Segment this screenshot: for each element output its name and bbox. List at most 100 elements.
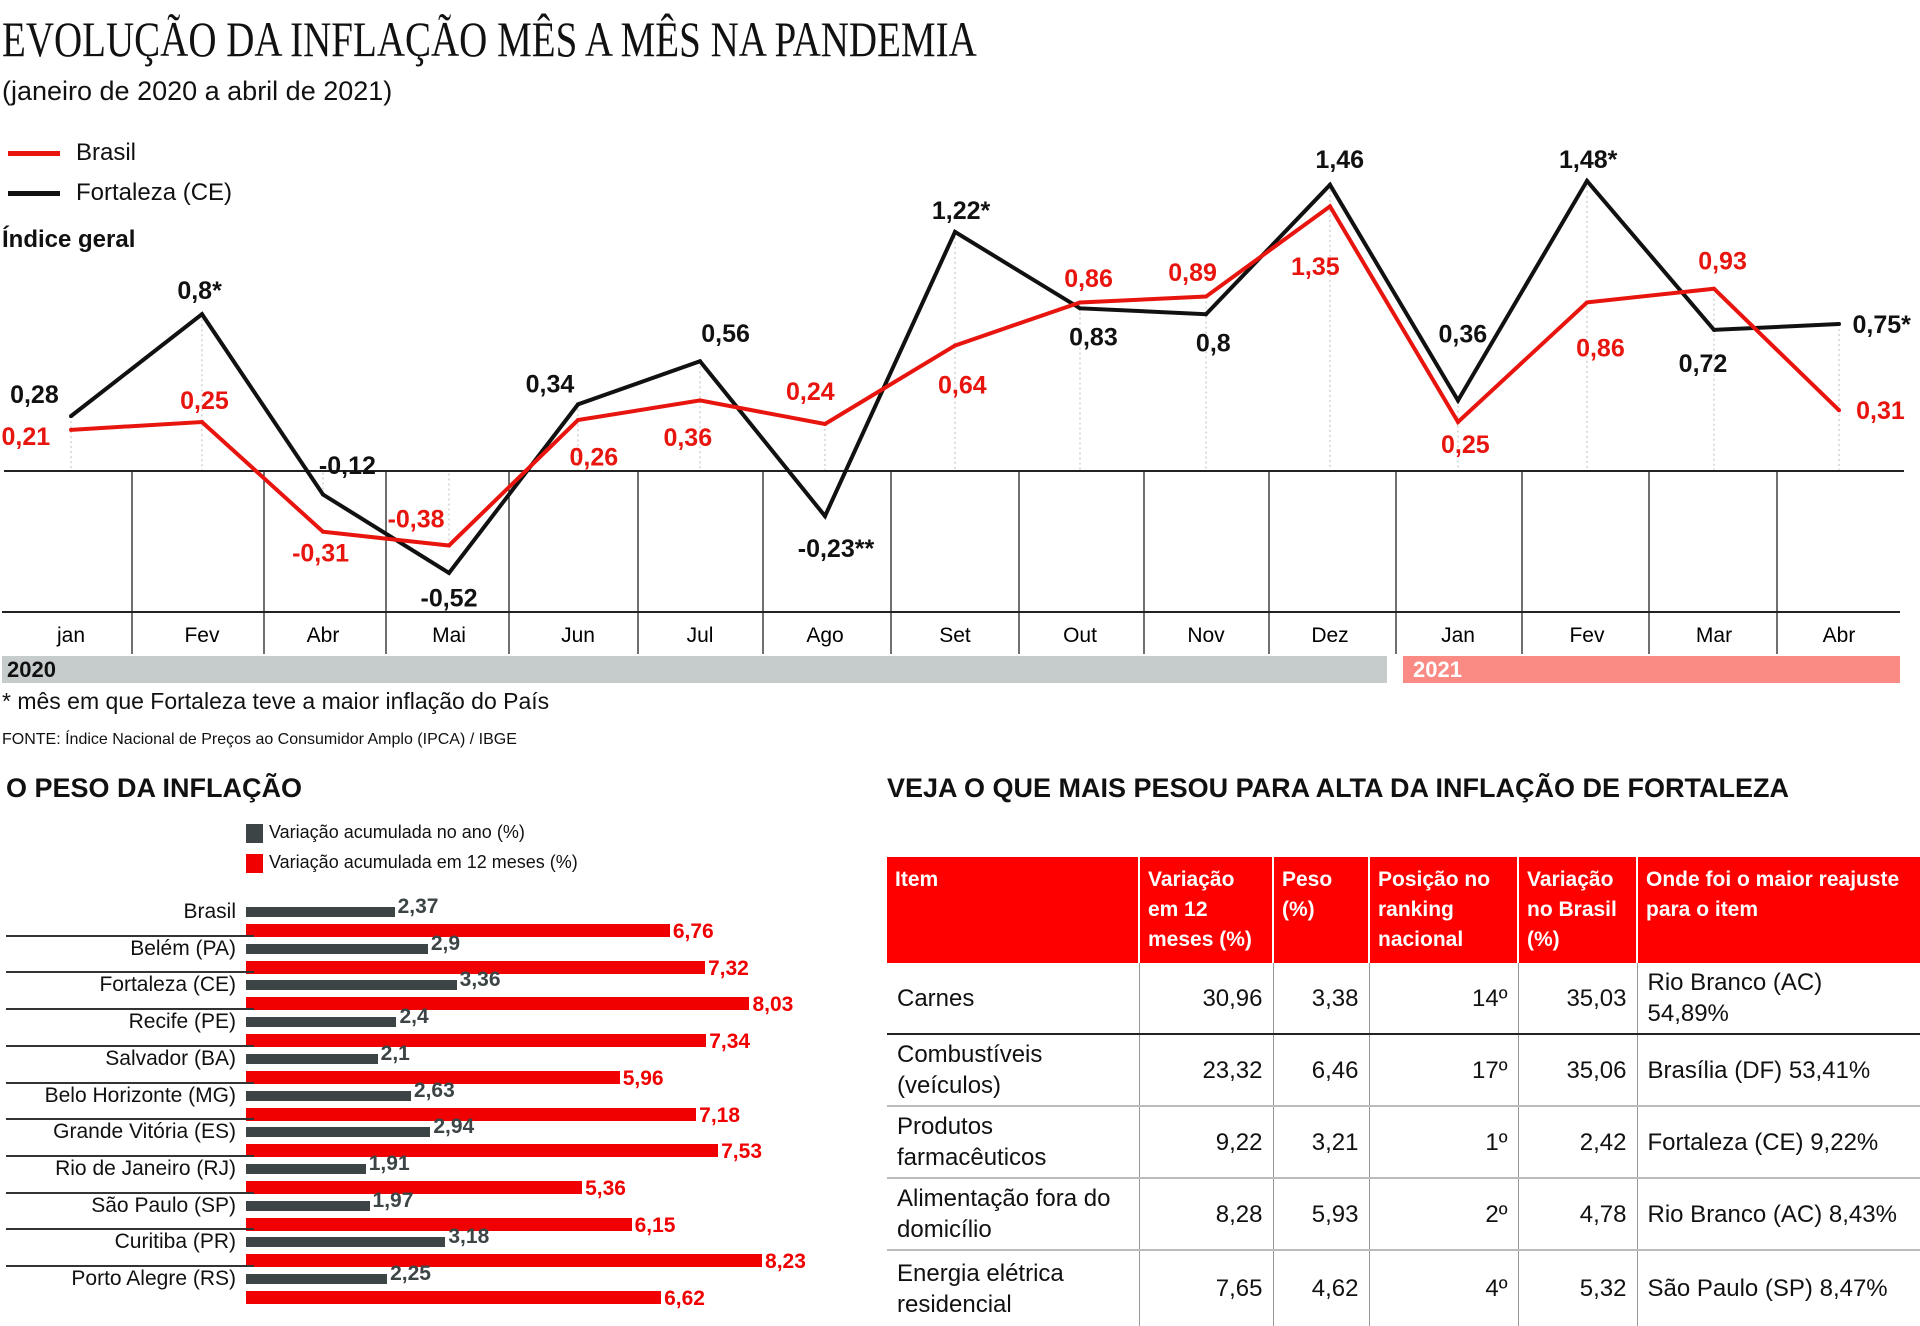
bar-year bbox=[246, 907, 395, 917]
table-cell: 4,78 bbox=[1517, 1177, 1637, 1250]
data-label: 0,25 bbox=[1441, 431, 1490, 459]
data-label: 0,83 bbox=[1069, 323, 1118, 351]
month-label: Abr bbox=[307, 624, 340, 647]
month-label: Jun bbox=[561, 624, 595, 647]
table-row: Alimentação fora do domicílio 8,28 5,93 2º 4… bbox=[887, 1177, 1920, 1250]
bar-legend-year: Variação acumulada no ano (%) bbox=[246, 822, 525, 843]
bar-year bbox=[246, 943, 428, 954]
bar-value: 2,9 bbox=[430, 931, 461, 955]
data-label: 0,75* bbox=[1853, 311, 1912, 339]
table-cell: 9,22 bbox=[1138, 1105, 1273, 1178]
table-cell: 35,03 bbox=[1517, 963, 1637, 1034]
table-cell: 30,96 bbox=[1138, 963, 1273, 1034]
data-point bbox=[69, 414, 73, 419]
bar-value: 6,62 bbox=[664, 1287, 705, 1310]
month-label: Jan bbox=[1441, 624, 1475, 647]
table-cell: 2º bbox=[1368, 1177, 1518, 1250]
row-separator bbox=[6, 1265, 254, 1267]
table-header: Item Variação em 12 meses (%) Peso (%) P… bbox=[887, 857, 1920, 963]
table-title: VEJA O QUE MAIS PESOU PARA ALTA DA INFLA… bbox=[887, 773, 1790, 803]
data-label: 1,22* bbox=[932, 197, 991, 225]
bar-value: 1,91 bbox=[368, 1151, 410, 1175]
table-cell: Combustíveis (veículos) bbox=[887, 1033, 1139, 1106]
city-label: Recife (PE) bbox=[128, 1010, 236, 1034]
data-label: 1,48* bbox=[1559, 146, 1618, 174]
bar-value: 7,53 bbox=[721, 1140, 762, 1164]
data-label: 0,31 bbox=[1856, 397, 1905, 425]
table-cell: 5,32 bbox=[1517, 1249, 1637, 1326]
table-cell: São Paulo (SP) 8,47% bbox=[1636, 1249, 1920, 1326]
city-label: Fortaleza (CE) bbox=[99, 973, 236, 997]
city-label: Brasil bbox=[183, 900, 236, 923]
data-point bbox=[447, 570, 451, 575]
source: FONTE: Índice Nacional de Preços ao Cons… bbox=[2, 731, 517, 748]
table-row: Carnes 30,96 3,38 14º 35,03 Rio Branco (AC) 5… bbox=[887, 963, 1920, 1034]
data-label: 1,35 bbox=[1291, 253, 1340, 281]
row-separator bbox=[6, 934, 254, 937]
bar-value: 3,36 bbox=[459, 968, 501, 992]
items-table: Item Variação em 12 meses (%) Peso (%) P… bbox=[887, 857, 1920, 1326]
data-label: 0,8 bbox=[1196, 329, 1231, 357]
bar-12-months bbox=[246, 1217, 632, 1231]
legend-fortaleza: Fortaleza (CE) bbox=[76, 179, 233, 206]
bar-12-months bbox=[246, 1034, 707, 1048]
row-separator bbox=[6, 1228, 254, 1231]
bar-12-months bbox=[246, 1254, 763, 1268]
data-point bbox=[1204, 312, 1208, 317]
col-posicao: Posição no ranking nacional bbox=[1368, 857, 1518, 963]
table-cell: 7,65 bbox=[1138, 1249, 1273, 1326]
data-point bbox=[823, 514, 827, 519]
city-label: Salvador (BA) bbox=[105, 1046, 236, 1070]
bar-value: 2,1 bbox=[380, 1041, 410, 1065]
table-cell: 14º bbox=[1368, 963, 1518, 1034]
row-separator bbox=[6, 1154, 254, 1157]
data-label: -0,38 bbox=[388, 506, 445, 534]
table-cell: 6,46 bbox=[1272, 1033, 1369, 1106]
table-cell: Energia elétrica residencial bbox=[887, 1249, 1139, 1326]
bar-value: 2,4 bbox=[399, 1005, 429, 1029]
row-separator bbox=[6, 1081, 254, 1084]
bar-12-months bbox=[246, 1107, 697, 1121]
row-separator bbox=[6, 1191, 254, 1194]
bar-value: 6,76 bbox=[672, 920, 714, 943]
city-label: Porto Alegre (RS) bbox=[71, 1267, 236, 1290]
data-label: 0,86 bbox=[1064, 265, 1113, 293]
data-point bbox=[698, 398, 702, 403]
data-label: 0,56 bbox=[701, 320, 750, 348]
data-label: -0,31 bbox=[292, 540, 349, 568]
bar-12-months bbox=[246, 960, 705, 974]
bar-value: 8,23 bbox=[765, 1250, 806, 1274]
data-label: -0,52 bbox=[421, 584, 478, 612]
data-point bbox=[1712, 327, 1716, 332]
data-point bbox=[447, 543, 451, 548]
month-label: Jul bbox=[687, 624, 714, 647]
data-point bbox=[200, 312, 204, 317]
table-cell: 2,42 bbox=[1517, 1105, 1637, 1178]
bar-year bbox=[246, 1200, 370, 1211]
data-label: 0,25 bbox=[180, 387, 229, 415]
col-var-brasil: Variação no Brasil (%) bbox=[1517, 857, 1637, 963]
bar-12-months bbox=[246, 1144, 719, 1158]
table-row: Combustíveis (veículos) 23,32 6,46 17º 35,06… bbox=[887, 1033, 1920, 1106]
data-point bbox=[1837, 408, 1841, 413]
col-item: Item bbox=[887, 857, 1139, 963]
data-label: 0,86 bbox=[1576, 335, 1625, 363]
table-cell: 1º bbox=[1368, 1105, 1518, 1178]
bar-value: 3,18 bbox=[448, 1225, 490, 1249]
chart-subtitle: (janeiro de 2020 a abril de 2021) bbox=[2, 76, 393, 106]
data-point bbox=[1456, 420, 1460, 424]
data-point bbox=[1585, 178, 1589, 183]
footnote: * mês em que Fortaleza teve a maior infl… bbox=[2, 688, 550, 714]
data-point bbox=[576, 402, 580, 407]
bar-year bbox=[246, 1274, 388, 1284]
chart-title: EVOLUÇÃO DA INFLAÇÃO MÊS A MÊS NA PANDEM… bbox=[2, 11, 977, 67]
table-cell: 4º bbox=[1368, 1249, 1518, 1326]
data-point bbox=[1328, 182, 1332, 187]
row-separator bbox=[6, 971, 254, 974]
data-label: 0,36 bbox=[663, 424, 712, 452]
table-cell: 23,32 bbox=[1138, 1033, 1273, 1106]
data-label: 0,93 bbox=[1698, 248, 1747, 276]
col-peso: Peso (%) bbox=[1272, 857, 1369, 963]
col-onde: Onde foi o maior reajuste para o item bbox=[1636, 857, 1920, 963]
bar-chart-title: O PESO DA INFLAÇÃO bbox=[6, 773, 303, 803]
